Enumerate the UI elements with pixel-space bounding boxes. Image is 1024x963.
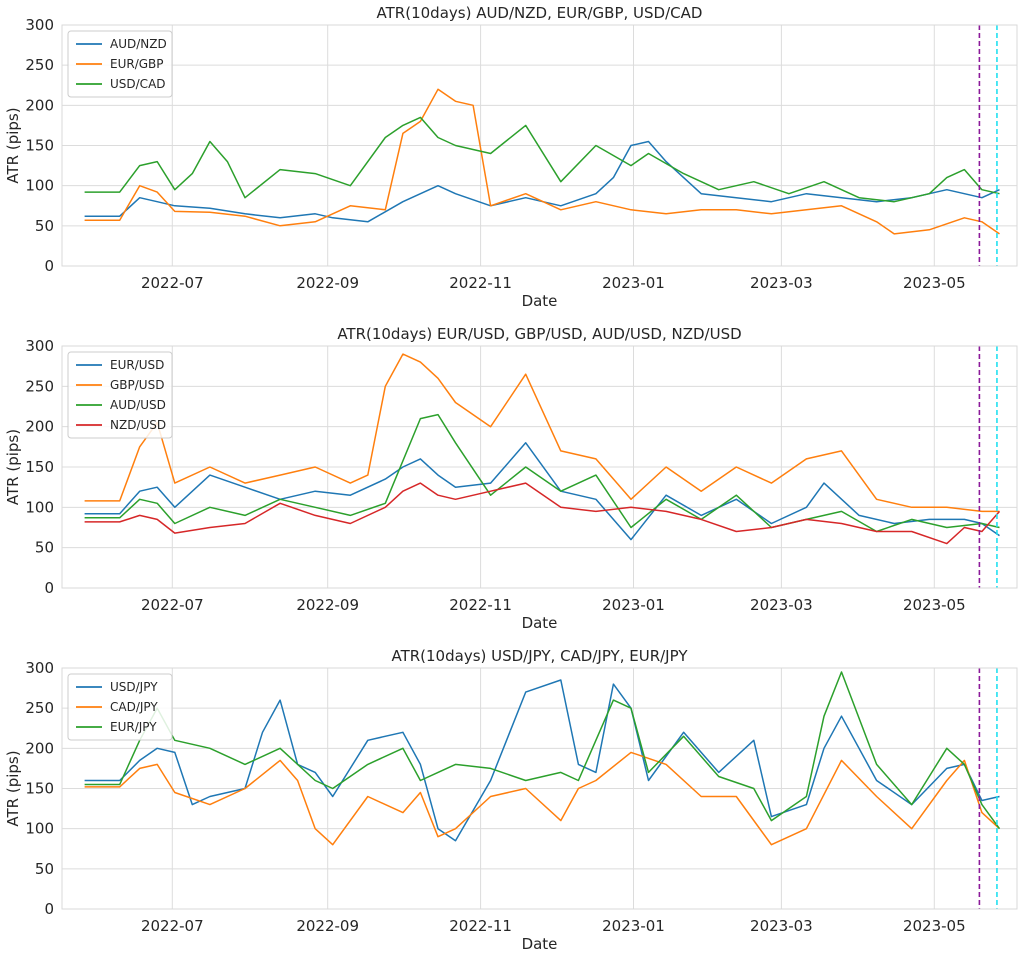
y-tick-label: 100 <box>25 820 54 838</box>
y-tick-label: 100 <box>25 498 54 516</box>
x-axis-label: Date <box>522 614 558 632</box>
series-line-eur-usd <box>84 442 1000 541</box>
legend-entry: USD/JPY <box>110 680 158 694</box>
legend-box <box>67 351 173 439</box>
series-line-aud-usd <box>84 413 1000 533</box>
chart-title: ATR(10days) EUR/USD, GBP/USD, AUD/USD, N… <box>337 325 741 343</box>
y-tick-label: 250 <box>25 699 54 717</box>
legend-entry: EUR/USD <box>110 358 164 372</box>
atr-chart-panel-3: 0 50 100 150 200 250 300 2022-07 2022-09 2022-11 2… <box>4 647 1018 953</box>
legend: AUD/NZD EUR/GBP USD/CAD <box>67 30 173 98</box>
y-tick-label: 0 <box>44 257 54 275</box>
y-tick-label: 300 <box>25 16 54 34</box>
x-tick-label: 2023-01 <box>602 596 665 614</box>
plot-frame <box>61 24 1018 267</box>
x-axis-label: Date <box>522 292 558 310</box>
atr-chart-panel-1: 0 50 100 150 200 250 300 2022-07 2022-09 2022-11 2… <box>4 4 1018 310</box>
legend-box <box>67 30 173 98</box>
x-tick-label: 2022-11 <box>449 596 512 614</box>
y-tick-label: 200 <box>25 96 54 114</box>
plot-frame <box>61 345 1018 589</box>
y-axis-label: ATR (pips) <box>4 750 22 826</box>
x-tick-label: 2022-09 <box>296 274 359 292</box>
y-tick-label: 100 <box>25 177 54 195</box>
legend-entry: GBP/USD <box>110 378 164 392</box>
legend-box <box>67 673 173 741</box>
chart-title: ATR(10days) USD/JPY, CAD/JPY, EUR/JPY <box>391 647 688 665</box>
x-tick-label: 2022-11 <box>449 917 512 935</box>
y-tick-label: 150 <box>25 780 54 798</box>
series-line-eur-jpy <box>84 671 1001 830</box>
series-line-eur-gbp <box>84 88 1000 235</box>
series-line-nzd-usd <box>84 482 1001 545</box>
x-tick-label: 2023-01 <box>602 917 665 935</box>
y-tick-label: 200 <box>25 418 54 436</box>
x-tick-label: 2022-09 <box>296 596 359 614</box>
series-line-aud-nzd <box>84 140 1000 223</box>
y-tick-label: 0 <box>44 900 54 918</box>
legend-entry: EUR/GBP <box>110 57 164 71</box>
x-tick-label: 2023-05 <box>903 596 966 614</box>
x-tick-label: 2023-03 <box>750 917 813 935</box>
y-tick-label: 200 <box>25 739 54 757</box>
legend-entry: NZD/USD <box>110 418 166 432</box>
x-tick-label: 2022-11 <box>449 274 512 292</box>
y-tick-label: 150 <box>25 137 54 155</box>
x-tick-label: 2022-07 <box>141 274 204 292</box>
x-tick-label: 2023-03 <box>750 596 813 614</box>
x-tick-label: 2022-07 <box>141 596 204 614</box>
legend-entry: EUR/JPY <box>110 720 157 734</box>
legend-entry: AUD/USD <box>110 398 166 412</box>
legend-entry: AUD/NZD <box>110 37 167 51</box>
x-tick-label: 2023-01 <box>602 274 665 292</box>
y-tick-label: 50 <box>35 217 54 235</box>
series-line-usd-jpy <box>84 679 1000 842</box>
legend-entry: CAD/JPY <box>110 700 158 714</box>
legend: USD/JPY CAD/JPY EUR/JPY <box>67 673 173 741</box>
y-tick-label: 300 <box>25 337 54 355</box>
y-tick-label: 250 <box>25 56 54 74</box>
series-line-cad-jpy <box>84 751 1001 846</box>
y-tick-label: 150 <box>25 458 54 476</box>
series-line-gbp-usd <box>84 353 1000 513</box>
chart-title: ATR(10days) AUD/NZD, EUR/GBP, USD/CAD <box>377 4 703 22</box>
y-tick-label: 50 <box>35 860 54 878</box>
x-tick-label: 2022-07 <box>141 917 204 935</box>
legend: EUR/USD GBP/USD AUD/USD NZD/USD <box>67 351 173 439</box>
y-tick-label: 0 <box>44 579 54 597</box>
plot-frame <box>61 667 1018 910</box>
y-tick-label: 250 <box>25 377 54 395</box>
y-axis-label: ATR (pips) <box>4 107 22 183</box>
y-tick-label: 300 <box>25 659 54 677</box>
x-tick-label: 2023-05 <box>903 917 966 935</box>
series-line-usd-cad <box>84 116 1000 203</box>
x-axis-label: Date <box>522 935 558 953</box>
legend-entry: USD/CAD <box>110 77 166 91</box>
x-tick-label: 2023-03 <box>750 274 813 292</box>
atr-chart-panel-2: 0 50 100 150 200 250 300 2022-07 2022-09 2022-11 2… <box>4 325 1018 632</box>
x-tick-label: 2023-05 <box>903 274 966 292</box>
y-tick-label: 50 <box>35 539 54 557</box>
y-axis-label: ATR (pips) <box>4 429 22 505</box>
x-tick-label: 2022-09 <box>296 917 359 935</box>
